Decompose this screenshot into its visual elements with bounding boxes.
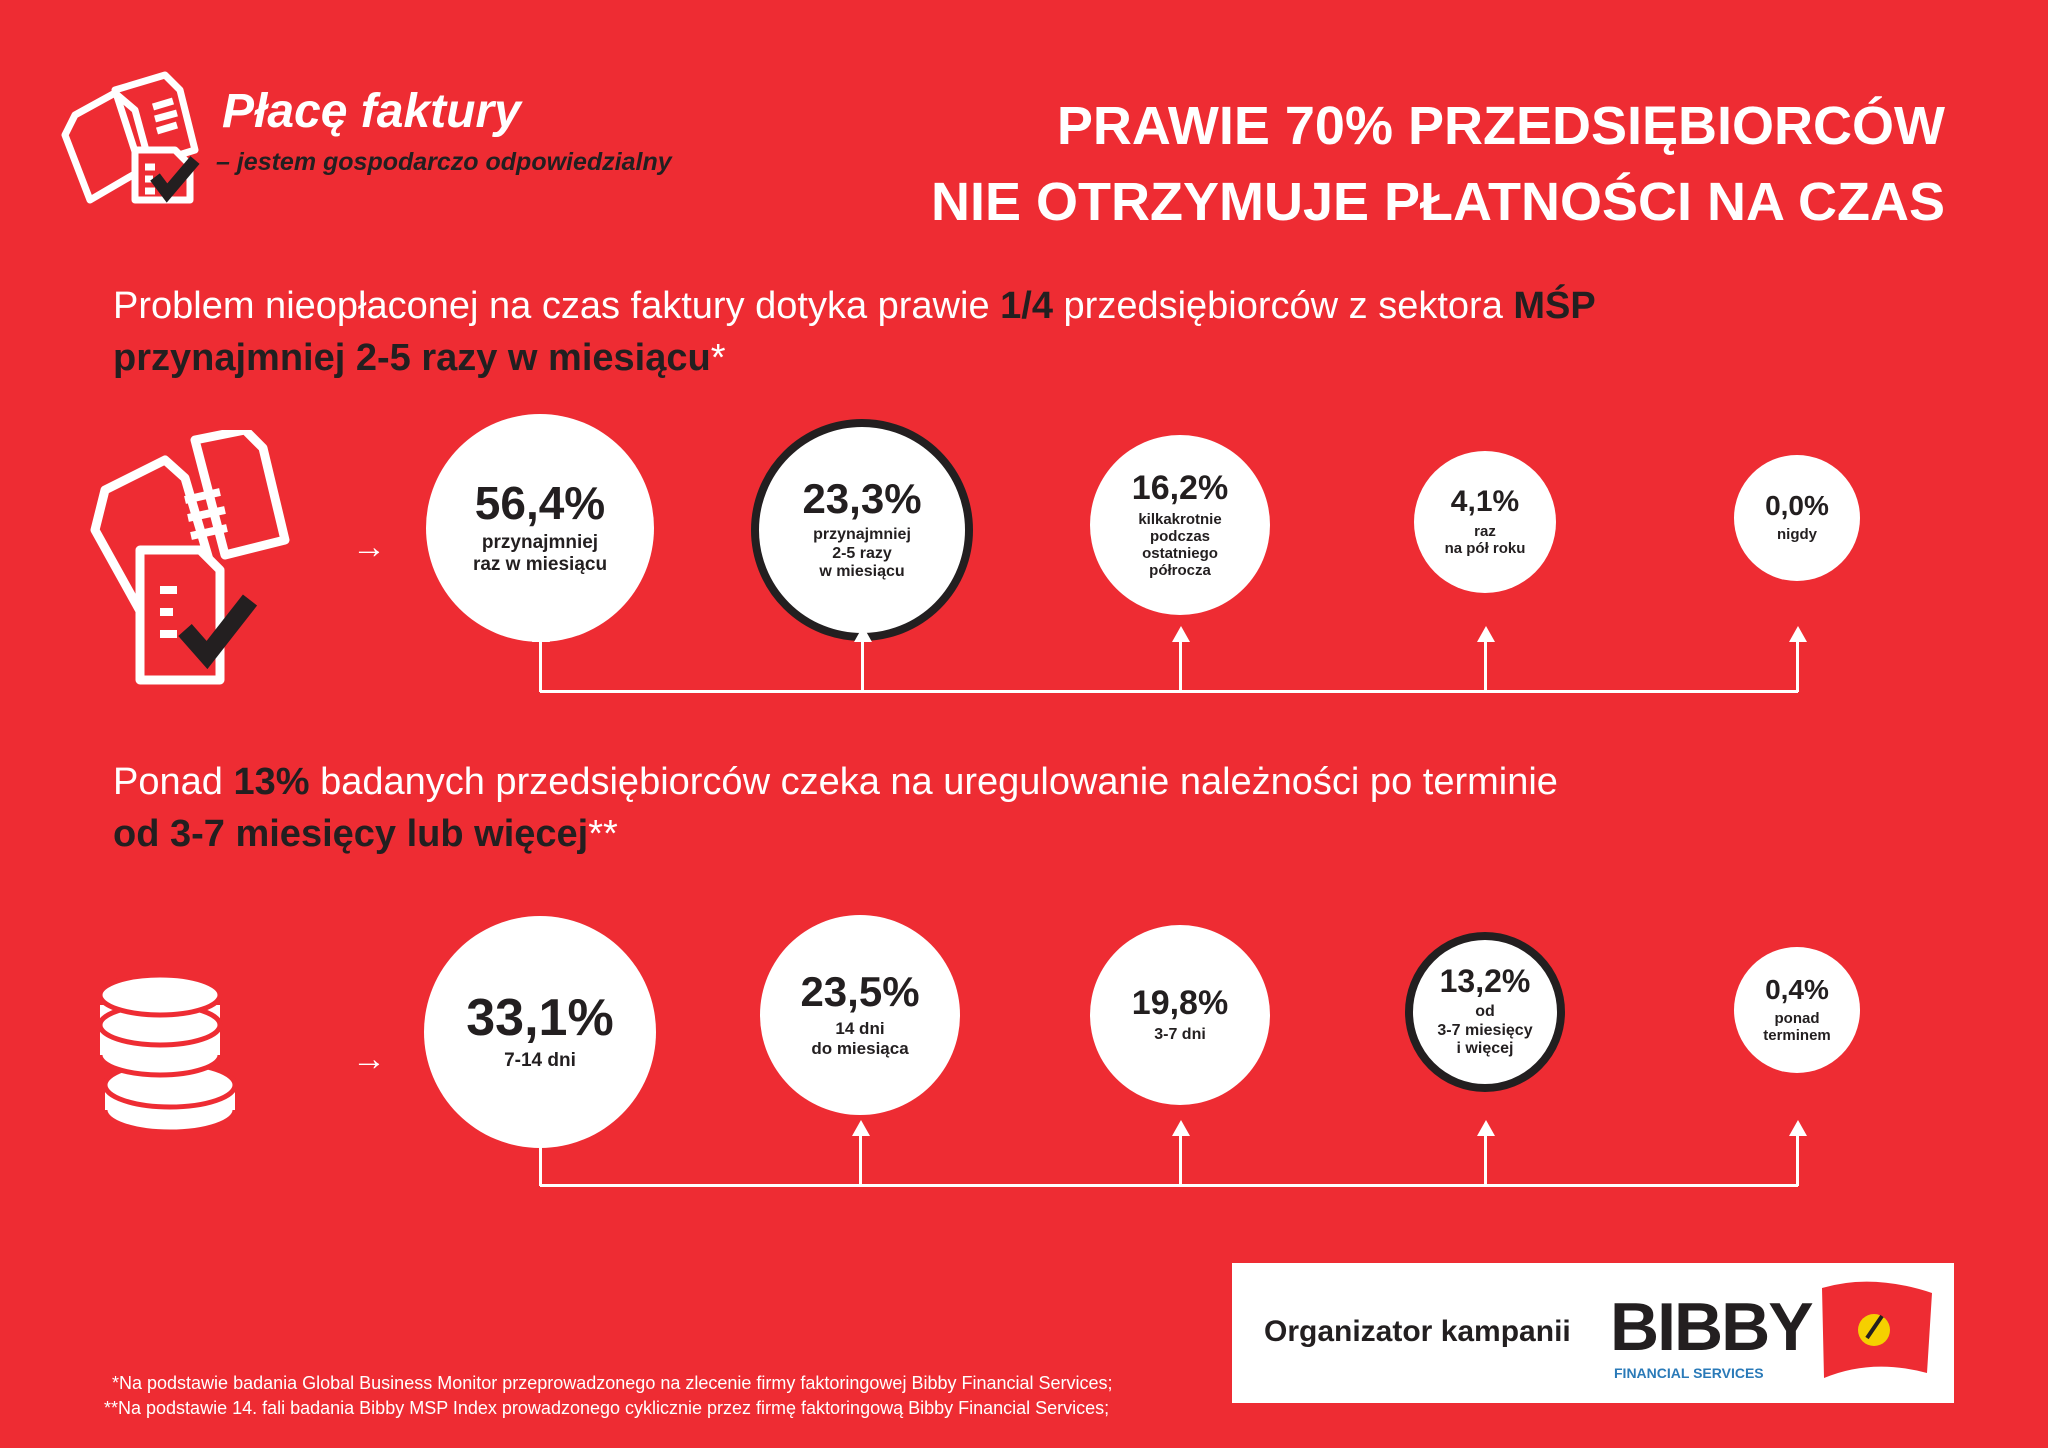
arrow-up-icon: [531, 626, 550, 642]
campaign-title: Płacę faktury: [222, 85, 521, 138]
stat-label: przynajmniej 2-5 razy w miesiącu: [813, 526, 911, 581]
stat-circle: 33,1% 7-14 dni: [424, 916, 656, 1148]
stat-circle: 16,2% kilkakrotnie podczas ostatniego pół…: [1090, 435, 1270, 615]
stat-value: 23,5%: [800, 968, 920, 1016]
stat-circle: 23,5% 14 dni do miesiąca: [760, 915, 960, 1115]
stat-circle: 0,4% ponad terminem: [1734, 947, 1860, 1073]
arrow-up-icon: [853, 626, 872, 642]
footnote-2: **Na podstawie 14. fali badania Bibby MS…: [104, 1398, 1110, 1418]
connector-stem: [1796, 640, 1799, 692]
arrow-right-icon: →: [352, 528, 386, 566]
connector-line: [540, 690, 1798, 693]
stat-label: 14 dni do miesiąca: [811, 1019, 909, 1058]
headline-line-2: NIE OTRZYMUJE PŁATNOŚCI NA CZAS: [930, 172, 1945, 232]
arrow-right-icon: →: [352, 1040, 386, 1078]
connector-stem: [1179, 640, 1182, 692]
campaign-subtitle: – jestem gospodarczo odpowiedzialny: [216, 148, 672, 176]
invoices-logo-icon: [61, 71, 200, 204]
arrow-up-icon: [1788, 626, 1807, 642]
connector-stem: [1796, 1134, 1799, 1186]
stat-value: 16,2%: [1131, 468, 1229, 507]
stat-label: raz na pół roku: [1444, 522, 1526, 557]
sponsor-box: Organizator kampanii BIBBY FINANCIAL SER…: [1232, 1263, 1954, 1403]
stat-circle: 23,3% przynajmniej 2-5 razy w miesiącu: [751, 419, 973, 641]
connector-stem: [539, 1134, 542, 1186]
stat-value: 0,0%: [1765, 490, 1829, 522]
connector-stem: [1484, 640, 1487, 692]
headline-line-1: PRAWIE 70% PRZEDSIĘBIORCÓW: [1056, 96, 1945, 156]
coins-icon: [100, 972, 238, 1135]
connector-stem: [861, 640, 864, 692]
stat-circle: 4,1% raz na pół roku: [1414, 451, 1556, 593]
stat-label: nigdy: [1777, 526, 1817, 544]
stat-label: 3-7 dni: [1154, 1025, 1206, 1043]
stat-label: 7-14 dni: [504, 1050, 576, 1072]
sponsor-label: Organizator kampanii: [1264, 1315, 1571, 1348]
bibby-logo: BIBBY: [1610, 1289, 1814, 1365]
stat-circle: 19,8% 3-7 dni: [1090, 925, 1270, 1105]
bibby-logo-sub: FINANCIAL SERVICES: [1614, 1365, 1764, 1381]
arrow-up-icon: [1476, 1120, 1495, 1136]
arrow-up-icon: [531, 1120, 550, 1136]
stat-label: przynajmniej raz w miesiącu: [472, 532, 608, 575]
connector-stem: [859, 1134, 862, 1186]
stat-label: kilkakrotnie podczas ostatniego półrocza: [1138, 510, 1222, 580]
bibby-flag-icon: [1822, 1281, 1932, 1378]
stat-value: 23,3%: [802, 475, 922, 523]
stat-circle: 0,0% nigdy: [1734, 455, 1860, 581]
section1-lead: Problem nieopłaconej na czas faktury dot…: [113, 285, 1596, 379]
arrow-up-icon: [1788, 1120, 1807, 1136]
stat-value: 4,1%: [1450, 484, 1520, 518]
stat-circle: 13,2% od 3-7 miesięcy i więcej: [1405, 932, 1565, 1092]
stat-value: 19,8%: [1131, 983, 1229, 1022]
arrow-up-icon: [1171, 1120, 1190, 1136]
stat-label: ponad terminem: [1763, 1009, 1831, 1044]
stat-value: 56,4%: [474, 477, 606, 530]
connector-stem: [1179, 1134, 1182, 1186]
arrow-up-icon: [851, 1120, 870, 1136]
section2-lead: Ponad 13% badanych przedsiębiorców czeka…: [113, 761, 1558, 855]
stat-label: od 3-7 miesięcy i więcej: [1437, 1003, 1533, 1058]
connector-stem: [539, 640, 542, 692]
stat-value: 13,2%: [1439, 963, 1531, 1000]
connector-line: [540, 1184, 1798, 1187]
invoices-icon: [90, 430, 290, 685]
stat-circle: 56,4% przynajmniej raz w miesiącu: [426, 414, 654, 642]
arrow-up-icon: [1171, 626, 1190, 642]
connector-stem: [1484, 1134, 1487, 1186]
stat-value: 33,1%: [466, 989, 614, 1048]
stat-value: 0,4%: [1765, 973, 1829, 1005]
footnote-1: *Na podstawie badania Global Business Mo…: [112, 1373, 1113, 1393]
headline: PRAWIE 70% PRZEDSIĘBIORCÓW NIE OTRZYMUJE…: [931, 88, 1945, 240]
arrow-up-icon: [1476, 626, 1495, 642]
